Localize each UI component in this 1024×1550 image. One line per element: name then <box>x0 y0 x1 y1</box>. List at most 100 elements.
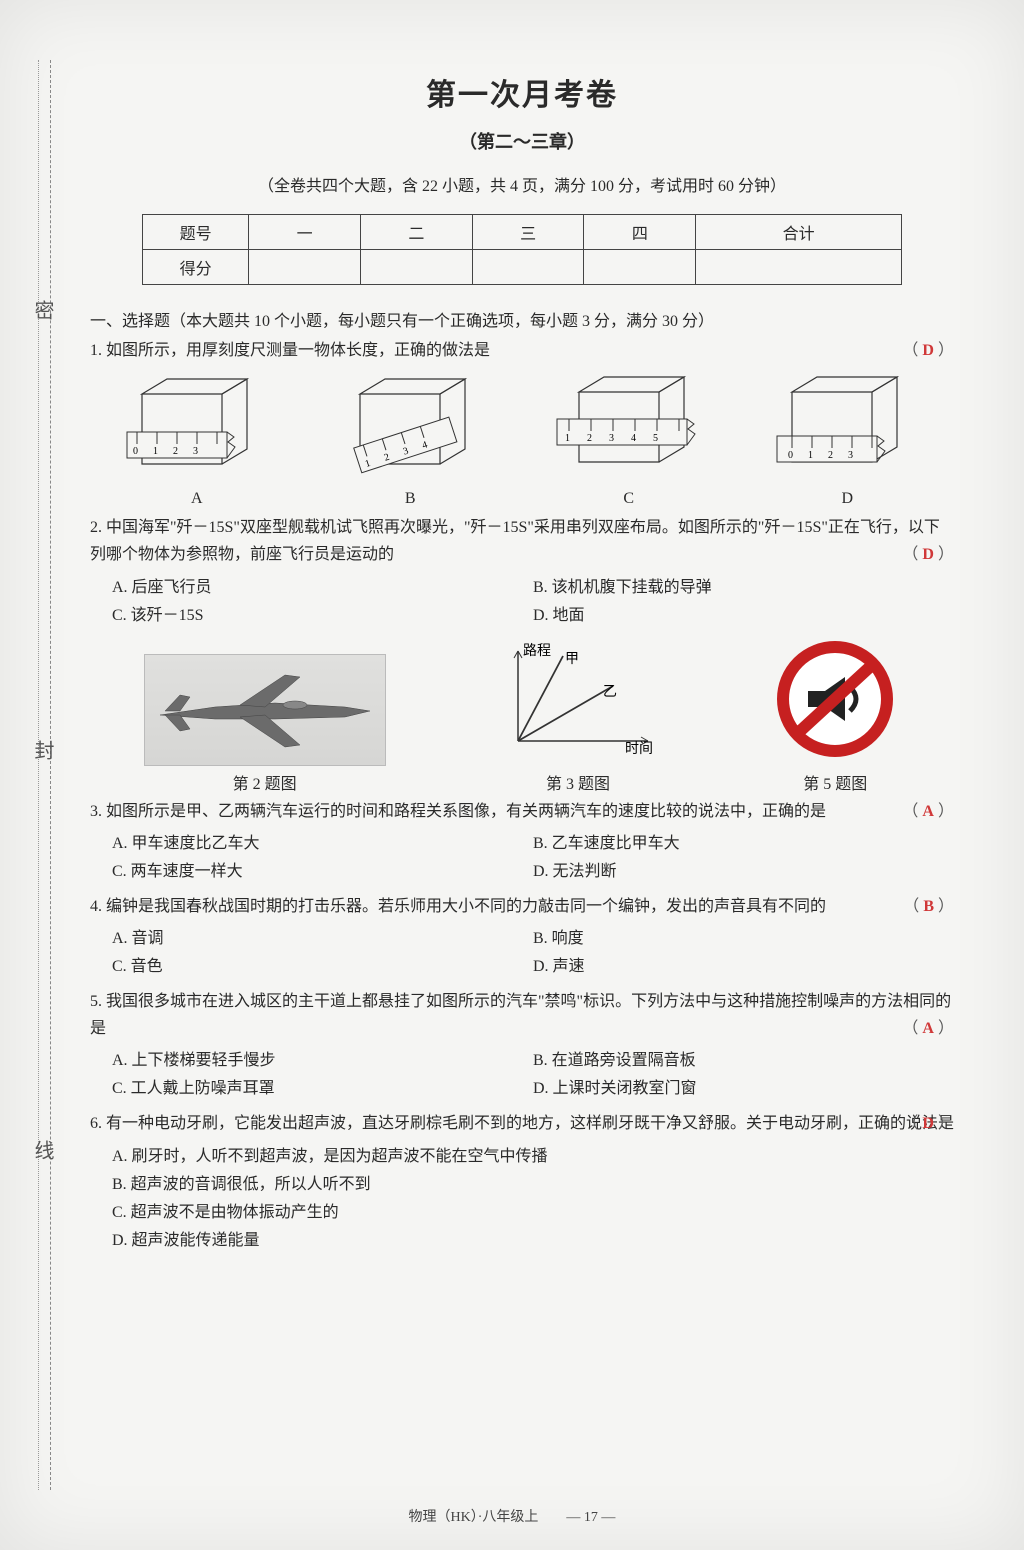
q6-opt-c: C. 超声波不是由物体振动产生的 <box>112 1198 954 1222</box>
svg-text:3: 3 <box>848 450 853 461</box>
page-footer: 物理（HK）·八年级上 — 17 — <box>0 1506 1024 1526</box>
cell-blank <box>696 250 902 285</box>
q5-text: 5. 我国很多城市在进入城区的主干道上都悬挂了如图所示的汽车"禁鸣"标识。下列方… <box>90 993 951 1037</box>
q5-opt-b: B. 在道路旁设置隔音板 <box>533 1046 954 1070</box>
table-row: 得分 <box>143 250 902 285</box>
exam-page: 密 封 线 第一次月考卷 （第二～三章） （全卷共四个大题，含 22 小题，共 … <box>0 0 1024 1550</box>
q2-opt-b: B. 该机机腹下挂载的导弹 <box>533 573 954 597</box>
q4-answer-paren: （B） <box>903 893 954 920</box>
q1-fig-b: 12 34 B <box>335 374 485 508</box>
q2-options: A. 后座飞行员 B. 该机机腹下挂载的导弹 C. 该歼－15S D. 地面 <box>112 573 954 629</box>
q1-answer-paren: （D） <box>902 337 954 364</box>
fig2-caption: 第 2 题图 <box>144 770 386 794</box>
svg-text:2: 2 <box>828 450 833 461</box>
fig5-caption: 第 5 题图 <box>770 770 900 794</box>
cell-header: 四 <box>584 215 696 250</box>
q4-opt-b: B. 响度 <box>533 924 954 948</box>
q2-answer: D <box>922 546 934 563</box>
question-5: 5. 我国很多城市在进入城区的主干道上都悬挂了如图所示的汽车"禁鸣"标识。下列方… <box>90 988 954 1042</box>
q1-label-c: C <box>549 490 709 508</box>
q1-fig-a: 0 1 2 3 A <box>122 374 272 508</box>
q3-opt-a: A. 甲车速度比乙车大 <box>112 829 533 853</box>
fig3-container: 路程 时间 甲 乙 第 3 题图 <box>493 641 663 794</box>
q3-opt-b: B. 乙车速度比甲车大 <box>533 829 954 853</box>
q6-answer-paren: （D） <box>902 1110 954 1137</box>
q3-text: 3. 如图所示是甲、乙两辆汽车运行的时间和路程关系图像，有关两辆汽车的速度比较的… <box>90 803 826 820</box>
distance-time-graph: 路程 时间 甲 乙 <box>493 641 663 761</box>
exam-info: （全卷共四个大题，含 22 小题，共 4 页，满分 100 分，考试用时 60 … <box>90 172 954 196</box>
svg-text:1: 1 <box>153 446 158 457</box>
cell-blank <box>584 250 696 285</box>
question-4: 4. 编钟是我国春秋战国时期的打击乐器。若乐师用大小不同的力敲击同一个编钟，发出… <box>90 893 954 920</box>
q5-opt-a: A. 上下楼梯要轻手慢步 <box>112 1046 533 1070</box>
svg-text:3: 3 <box>193 446 198 457</box>
svg-text:0: 0 <box>788 450 793 461</box>
score-table: 题号 一 二 三 四 合计 得分 <box>142 214 902 285</box>
cell-blank <box>472 250 584 285</box>
figure-row-2-3-5: 第 2 题图 路程 时间 甲 乙 第 3 题图 <box>90 641 954 794</box>
fig5-container: 第 5 题图 <box>770 641 900 794</box>
cell-header: 二 <box>360 215 472 250</box>
q1-label-d: D <box>772 490 922 508</box>
q6-text: 6. 有一种电动牙刷，它能发出超声波，直达牙刷棕毛刷不到的地方，这样刷牙既干净又… <box>90 1115 954 1132</box>
q2-opt-d: D. 地面 <box>533 601 954 625</box>
cell-header: 题号 <box>143 215 249 250</box>
svg-text:4: 4 <box>631 433 636 444</box>
q1-answer: D <box>922 342 934 359</box>
jet-image <box>144 654 386 766</box>
graph-xlabel: 时间 <box>625 741 653 757</box>
q6-opt-a: A. 刷牙时，人听不到超声波，是因为超声波不能在空气中传播 <box>112 1142 954 1166</box>
svg-text:1: 1 <box>808 450 813 461</box>
q3-opt-c: C. 两车速度一样大 <box>112 857 533 881</box>
q5-options: A. 上下楼梯要轻手慢步 B. 在道路旁设置隔音板 C. 工人戴上防噪声耳罩 D… <box>112 1046 954 1102</box>
cell-blank <box>249 250 361 285</box>
svg-text:5: 5 <box>653 433 658 444</box>
fig3-caption: 第 3 题图 <box>493 770 663 794</box>
graph-series-jia: 甲 <box>565 652 579 667</box>
q3-opt-d: D. 无法判断 <box>533 857 954 881</box>
svg-text:1: 1 <box>565 433 570 444</box>
q3-answer: A <box>922 803 934 820</box>
no-horn-sign-icon <box>770 641 900 761</box>
cell-row-label: 得分 <box>143 250 249 285</box>
seam-char-mi: 密 <box>28 300 57 320</box>
section-1-header: 一、选择题（本大题共 10 个小题，每小题只有一个正确选项，每小题 3 分，满分… <box>90 307 954 331</box>
q1-figure-row: 0 1 2 3 A 1 2 3 4 <box>90 374 954 508</box>
q1-text: 1. 如图所示，用厚刻度尺测量一物体长度，正确的做法是 <box>90 342 490 359</box>
q1-fig-d: 0 1 2 3 D <box>772 374 922 508</box>
question-2: 2. 中国海军"歼－15S"双座型舰载机试飞照再次曝光，"歼－15S"采用串列双… <box>90 514 954 568</box>
question-1: 1. 如图所示，用厚刻度尺测量一物体长度，正确的做法是 （D） <box>90 337 954 364</box>
q4-opt-a: A. 音调 <box>112 924 533 948</box>
svg-text:2: 2 <box>587 433 592 444</box>
q6-answer: D <box>922 1115 934 1132</box>
q2-opt-a: A. 后座飞行员 <box>112 573 533 597</box>
svg-text:0: 0 <box>133 446 138 457</box>
q1-label-b: B <box>335 490 485 508</box>
q1-label-a: A <box>122 490 272 508</box>
graph-series-yi: 乙 <box>603 684 617 700</box>
page-title: 第一次月考卷 <box>90 70 954 114</box>
table-row: 题号 一 二 三 四 合计 <box>143 215 902 250</box>
q4-text: 4. 编钟是我国春秋战国时期的打击乐器。若乐师用大小不同的力敲击同一个编钟，发出… <box>90 898 826 915</box>
q6-opt-d: D. 超声波能传递能量 <box>112 1226 954 1250</box>
svg-text:3: 3 <box>609 433 614 444</box>
q3-answer-paren: （A） <box>902 798 954 825</box>
svg-text:2: 2 <box>173 446 178 457</box>
q5-opt-c: C. 工人戴上防噪声耳罩 <box>112 1074 533 1098</box>
question-3: 3. 如图所示是甲、乙两辆汽车运行的时间和路程关系图像，有关两辆汽车的速度比较的… <box>90 798 954 825</box>
q6-opt-b: B. 超声波的音调很低，所以人听不到 <box>112 1170 954 1194</box>
graph-ylabel: 路程 <box>523 643 551 659</box>
q2-text: 2. 中国海军"歼－15S"双座型舰载机试飞照再次曝光，"歼－15S"采用串列双… <box>90 519 940 563</box>
q6-options: A. 刷牙时，人听不到超声波，是因为超声波不能在空气中传播 B. 超声波的音调很… <box>112 1142 954 1254</box>
q4-opt-c: C. 音色 <box>112 952 533 976</box>
q2-opt-c: C. 该歼－15S <box>112 601 533 625</box>
q3-options: A. 甲车速度比乙车大 B. 乙车速度比甲车大 C. 两车速度一样大 D. 无法… <box>112 829 954 885</box>
question-6: 6. 有一种电动牙刷，它能发出超声波，直达牙刷棕毛刷不到的地方，这样刷牙既干净又… <box>90 1110 954 1137</box>
q4-opt-d: D. 声速 <box>533 952 954 976</box>
seam-dotted-line <box>38 60 39 1490</box>
fig2-container: 第 2 题图 <box>144 654 386 794</box>
q2-answer-paren: （D） <box>902 541 954 568</box>
cell-header: 三 <box>472 215 584 250</box>
page-subtitle: （第二～三章） <box>90 128 954 154</box>
q5-answer: A <box>922 1020 934 1037</box>
